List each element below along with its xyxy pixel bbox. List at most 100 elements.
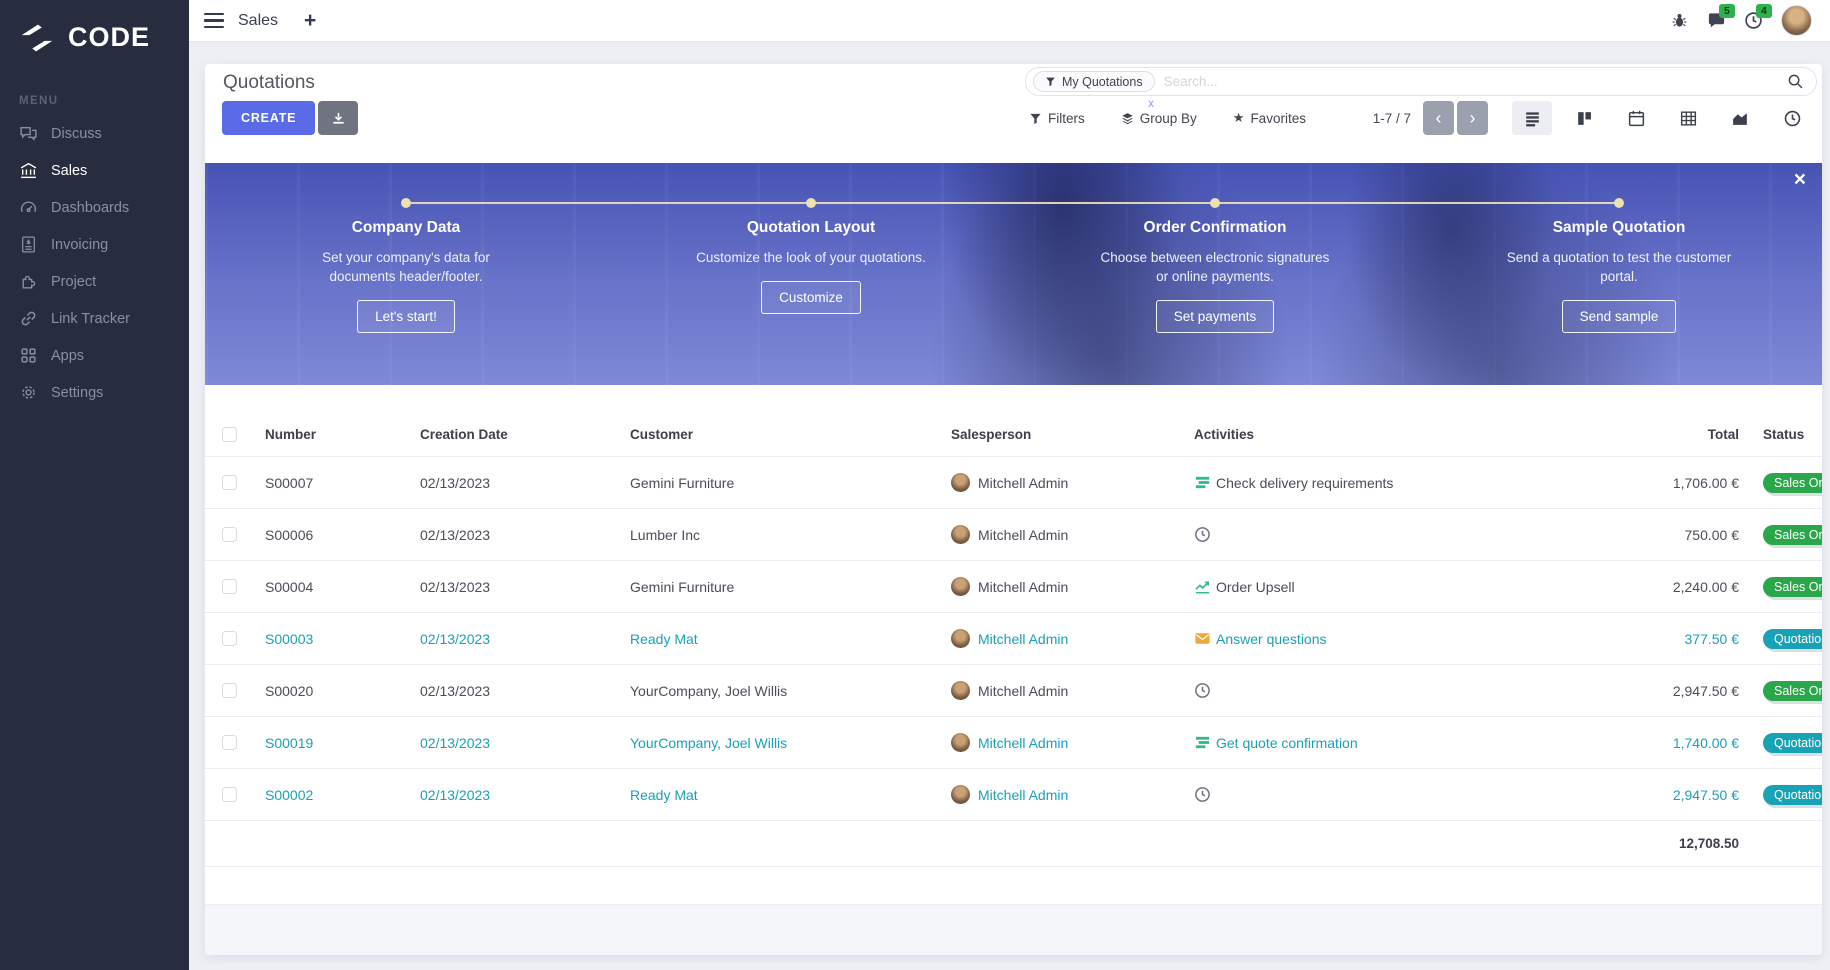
menu-section-label: MENU	[19, 95, 59, 107]
sidebar-item-project[interactable]: Project	[0, 263, 189, 300]
step-description: Send a quotation to test the customer po…	[1506, 250, 1732, 284]
row-checkbox[interactable]	[222, 787, 237, 802]
table-row[interactable]: S00006 02/13/2023 Lumber Inc Mitchell Ad…	[205, 509, 1822, 561]
funnel-icon	[1030, 113, 1041, 124]
brand-logo[interactable]: CODE	[0, 0, 189, 53]
sidebar-item-apps[interactable]: Apps	[0, 337, 189, 374]
customer-name: Ready Mat	[630, 786, 698, 803]
activity-label[interactable]: Order Upsell	[1216, 578, 1295, 595]
chat-icon[interactable]: 5	[1707, 4, 1735, 30]
sidebar-item-sales[interactable]: Sales	[0, 152, 189, 189]
download-icon	[332, 112, 344, 124]
calendar-view-icon[interactable]	[1616, 101, 1656, 135]
sidebar-item-invoicing[interactable]: Invoicing	[0, 226, 189, 263]
clock-icon[interactable]	[1194, 786, 1211, 803]
search-bar[interactable]: My Quotations x	[1025, 67, 1817, 110]
header-total[interactable]: Total	[1707, 427, 1739, 442]
group-by-button[interactable]: Group By	[1121, 111, 1197, 126]
activity-label[interactable]: Answer questions	[1216, 630, 1327, 647]
salesperson-avatar	[951, 629, 970, 648]
graph-view-icon[interactable]	[1720, 101, 1760, 135]
row-checkbox[interactable]	[222, 631, 237, 646]
favorites-button[interactable]: ★ Favorites	[1233, 110, 1306, 126]
filters-button[interactable]: Filters	[1029, 111, 1085, 126]
download-button[interactable]	[318, 101, 358, 135]
bug-icon[interactable]	[1670, 11, 1689, 30]
table-row[interactable]: S00002 02/13/2023 Ready Mat Mitchell Adm…	[205, 769, 1822, 821]
row-checkbox[interactable]	[222, 527, 237, 542]
activity-label[interactable]: Check delivery requirements	[1216, 474, 1394, 491]
activity-clock-icon[interactable]: 4	[1744, 4, 1772, 30]
app-tab-sales[interactable]: Sales	[238, 11, 279, 29]
funnel-icon	[1046, 77, 1055, 87]
table-row[interactable]: S00020 02/13/2023 YourCompany, Joel Will…	[205, 665, 1822, 717]
table-row[interactable]: S00019 02/13/2023 YourCompany, Joel Will…	[205, 717, 1822, 769]
tasks-icon	[1195, 736, 1210, 749]
chart-up-icon	[1195, 581, 1210, 594]
customer-name: Gemini Furniture	[630, 474, 735, 491]
footer-total: 12,708.50	[1678, 836, 1739, 851]
row-checkbox[interactable]	[222, 735, 237, 750]
hamburger-menu-icon[interactable]	[204, 12, 224, 29]
step-title: Order Confirmation	[1143, 219, 1287, 236]
header-activities[interactable]: Activities	[1194, 427, 1255, 442]
facet-remove-icon[interactable]: x	[1148, 96, 1154, 110]
clock-icon[interactable]	[1194, 682, 1211, 699]
sidebar-item-discuss[interactable]: Discuss	[0, 115, 189, 152]
total-amount: 1,706.00 €	[1672, 474, 1739, 491]
sidebar-item-settings[interactable]: Settings	[0, 374, 189, 411]
table-row[interactable]: S00003 02/13/2023 Ready Mat Mitchell Adm…	[205, 613, 1822, 665]
table-row[interactable]: S00007 02/13/2023 Gemini Furniture Mitch…	[205, 457, 1822, 509]
select-all-checkbox[interactable]	[222, 427, 237, 442]
create-button[interactable]: CREATE	[222, 101, 316, 135]
pager-next-button[interactable]: ›	[1457, 101, 1488, 135]
pivot-view-icon[interactable]	[1668, 101, 1708, 135]
sidebar-item-link-tracker[interactable]: Link Tracker	[0, 300, 189, 337]
header-salesperson[interactable]: Salesperson	[951, 427, 1032, 442]
sidebar-item-label: Discuss	[51, 125, 102, 142]
salesperson-avatar	[951, 525, 970, 544]
send-sample-button[interactable]: Send sample	[1561, 300, 1677, 333]
new-tab-button[interactable]: +	[304, 8, 317, 32]
row-checkbox[interactable]	[222, 579, 237, 594]
tasks-icon	[1195, 476, 1210, 489]
header-status[interactable]: Status	[1763, 427, 1805, 442]
row-checkbox[interactable]	[222, 475, 237, 490]
onboarding-step-order-confirmation: Order Confirmation Choose between electr…	[1065, 219, 1365, 333]
creation-date: 02/13/2023	[420, 578, 491, 595]
pager-previous-button[interactable]: ‹	[1423, 101, 1454, 135]
sidebar-item-dashboards[interactable]: Dashboards	[0, 189, 189, 226]
lets-start-button[interactable]: Let's start!	[357, 300, 455, 333]
table-row[interactable]: S00004 02/13/2023 Gemini Furniture Mitch…	[205, 561, 1822, 613]
puzzle-icon	[22, 275, 36, 289]
header-creation-date[interactable]: Creation Date	[420, 427, 508, 442]
salesperson-name: Mitchell Admin	[978, 578, 1069, 595]
activity-view-icon[interactable]	[1772, 101, 1812, 135]
total-amount: 1,740.00 €	[1672, 734, 1739, 751]
table-bottom-padding	[205, 867, 1822, 904]
sidebar: CODE MENU Discuss Sales Dashboards Invoi…	[0, 0, 189, 970]
row-checkbox[interactable]	[222, 683, 237, 698]
message-count-badge: 5	[1719, 4, 1735, 18]
header-number[interactable]: Number	[265, 427, 317, 442]
search-facet-my-quotations[interactable]: My Quotations	[1033, 71, 1155, 92]
list-view-icon[interactable]	[1512, 101, 1552, 135]
quotation-number: S00007	[265, 474, 314, 491]
quotation-number: S00020	[265, 682, 314, 699]
customize-button[interactable]: Customize	[761, 281, 861, 314]
set-payments-button[interactable]: Set payments	[1155, 300, 1275, 333]
group-by-label: Group By	[1139, 110, 1197, 126]
clock-icon[interactable]	[1194, 526, 1211, 543]
search-input[interactable]	[1163, 74, 1787, 89]
step-dot	[1210, 198, 1220, 208]
sidebar-item-label: Dashboards	[51, 199, 130, 216]
magnifier-icon[interactable]	[1787, 73, 1804, 90]
onboarding-banner: × Company Data Set your company's data f…	[205, 163, 1822, 385]
kanban-view-icon[interactable]	[1564, 101, 1604, 135]
user-avatar[interactable]	[1781, 5, 1812, 36]
quotation-number: S00006	[265, 526, 314, 543]
activity-label[interactable]: Get quote confirmation	[1216, 734, 1358, 751]
bank-icon	[20, 162, 37, 179]
banner-close-icon[interactable]: ×	[1793, 168, 1806, 191]
header-customer[interactable]: Customer	[630, 427, 694, 442]
